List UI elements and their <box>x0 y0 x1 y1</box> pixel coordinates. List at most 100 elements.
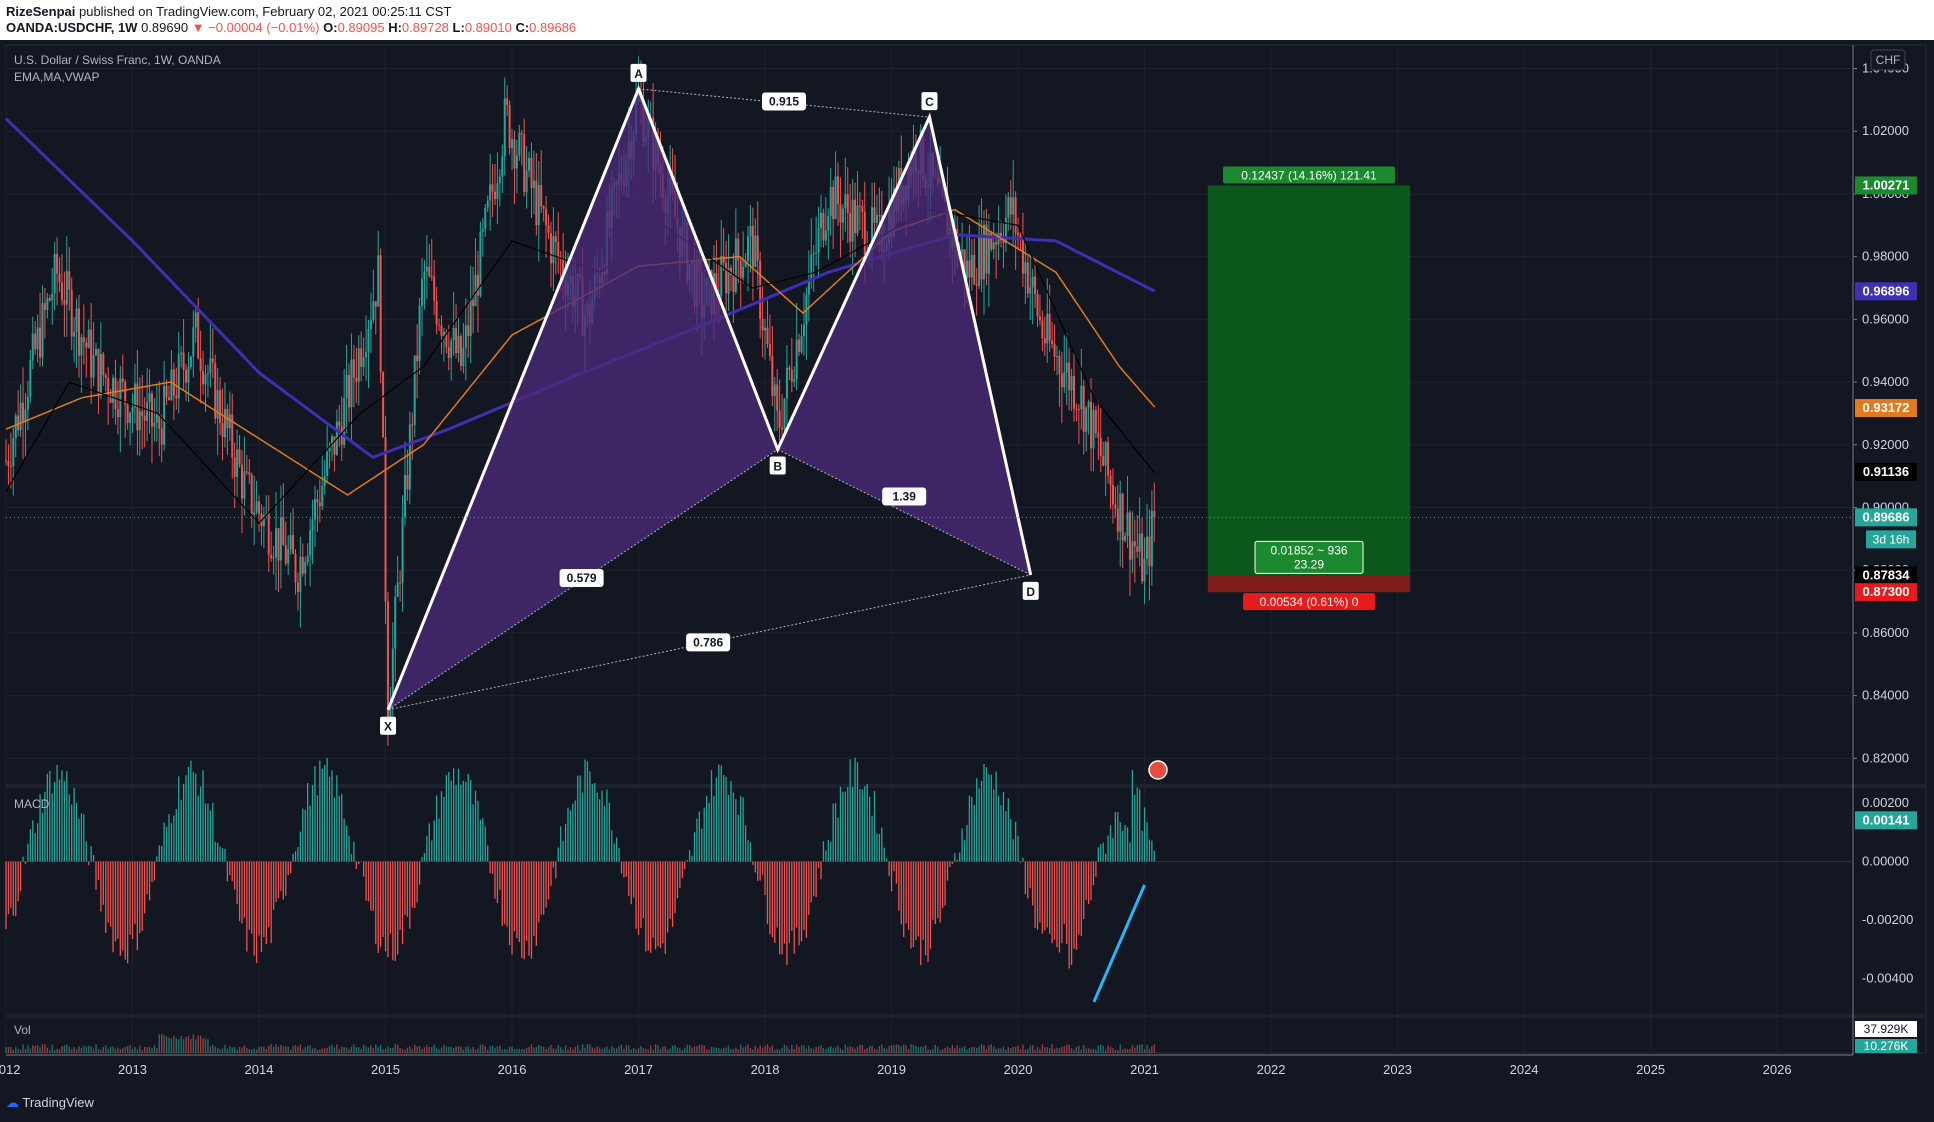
volume-bar <box>1029 1045 1031 1053</box>
tradingview-cloud-icon: ☁ <box>6 1095 19 1110</box>
volume-bar <box>920 1046 922 1053</box>
pattern-point-label[interactable]: C <box>925 95 934 109</box>
volume-bar <box>645 1049 647 1053</box>
candle-body <box>472 299 475 307</box>
candle-body <box>802 324 805 336</box>
volume-bar <box>513 1049 516 1053</box>
pattern-point-box <box>380 716 397 735</box>
volume-bar <box>903 1044 905 1053</box>
candle-body <box>754 235 757 267</box>
candle-body <box>41 303 44 358</box>
volume-bar <box>788 1049 791 1053</box>
candle-body <box>1029 287 1032 294</box>
pattern-point-label[interactable]: B <box>773 459 782 473</box>
candle-body <box>216 390 219 419</box>
candle-body <box>1150 511 1153 567</box>
pattern-point-label[interactable]: A <box>634 67 643 81</box>
volume-bar <box>309 1045 311 1053</box>
volume-bar <box>805 1048 808 1053</box>
volume-bar <box>1017 1045 1019 1053</box>
pattern-point-label[interactable]: D <box>1026 585 1035 599</box>
candle-body <box>133 383 136 408</box>
candle-body <box>783 398 786 430</box>
volume-bar <box>1058 1048 1061 1053</box>
chart-area[interactable]: 2012 2013 2014 2015 2016 2017 2018 2019 2020 2021… <box>0 40 1934 1122</box>
volume-bar <box>557 1045 559 1053</box>
position-stop-zone[interactable] <box>1207 575 1411 593</box>
volume-bar <box>248 1049 250 1053</box>
volume-bar <box>586 1044 589 1053</box>
candle-body <box>428 266 431 277</box>
candle-body <box>961 249 964 254</box>
volume-bar <box>744 1045 747 1053</box>
volume-bar <box>545 1049 547 1053</box>
candle-body <box>764 327 767 331</box>
volume-bar <box>277 1046 280 1053</box>
candle-body <box>742 266 745 278</box>
candle-body <box>873 207 876 223</box>
volume-bar <box>122 1048 124 1053</box>
macd-legend[interactable]: MACD <box>14 797 50 811</box>
position-target-zone[interactable] <box>1207 185 1411 576</box>
candle-body <box>508 104 511 148</box>
candle-body <box>829 186 832 217</box>
candle-body <box>438 324 441 326</box>
volume-bar <box>698 1044 701 1053</box>
candle-body <box>5 460 7 462</box>
volume-bar <box>75 1049 78 1053</box>
volume-bar <box>467 1045 469 1053</box>
candle-body <box>484 207 487 229</box>
volume-bar <box>109 1046 112 1053</box>
candle-body <box>1114 504 1117 509</box>
volume-legend[interactable]: Vol <box>14 1023 31 1037</box>
volume-bar <box>759 1045 761 1053</box>
candle-body <box>56 253 59 274</box>
candle-body <box>970 255 973 278</box>
volume-bar <box>414 1044 416 1053</box>
price-chart[interactable]: 2012 2013 2014 2015 2016 2017 2018 2019 2020 2021… <box>0 40 1934 1122</box>
volume-bar <box>1034 1049 1036 1053</box>
volume-bar <box>975 1048 978 1053</box>
candle-body <box>875 215 878 223</box>
time-tick-label: 2023 <box>1383 1062 1412 1077</box>
volume-bar <box>489 1045 491 1053</box>
candle-body <box>1119 493 1122 532</box>
volume-bar <box>1153 1044 1155 1053</box>
volume-bar <box>1109 1046 1112 1053</box>
volume-bar <box>591 1047 594 1053</box>
volume-bar <box>978 1046 980 1053</box>
volume-bar <box>815 1047 817 1053</box>
candle-body <box>182 352 185 370</box>
volume-bar <box>10 1046 12 1053</box>
macd-trend-line[interactable] <box>1092 884 1146 1003</box>
candle-body <box>1075 408 1078 410</box>
currency-button[interactable] <box>1870 49 1906 71</box>
volume-bar <box>341 1046 343 1053</box>
volume-bar <box>659 1048 662 1053</box>
author-name[interactable]: RizeSenpai <box>6 4 76 19</box>
volume-bar <box>1014 1046 1017 1053</box>
candle-body <box>1126 512 1129 536</box>
price-tick-label: 0.86000 <box>1862 625 1909 640</box>
economic-event-icon[interactable] <box>1148 760 1168 780</box>
volume-bar <box>822 1047 825 1053</box>
candle-body <box>734 238 737 293</box>
volume-bar <box>504 1048 506 1053</box>
tradingview-logo[interactable]: ☁ TradingView <box>6 1095 94 1111</box>
volume-bar <box>27 1045 29 1053</box>
price-axis-marker-label: 0.87300 <box>1863 584 1910 599</box>
volume-bar <box>873 1048 876 1053</box>
volume-bar <box>117 1047 119 1053</box>
volume-bar <box>849 1046 851 1053</box>
indicator-legend[interactable]: EMA,MA,VWAP <box>14 70 100 84</box>
candle-body <box>1128 512 1131 560</box>
pattern-point-label[interactable]: X <box>384 720 392 734</box>
candle-body <box>416 355 419 362</box>
candle-body <box>197 312 200 359</box>
volume-bar <box>956 1045 958 1053</box>
candle-body <box>1021 237 1024 274</box>
candle-body <box>338 421 341 427</box>
candle-body <box>532 180 535 189</box>
pattern-legs[interactable] <box>386 84 1033 711</box>
candle-body <box>12 438 15 467</box>
